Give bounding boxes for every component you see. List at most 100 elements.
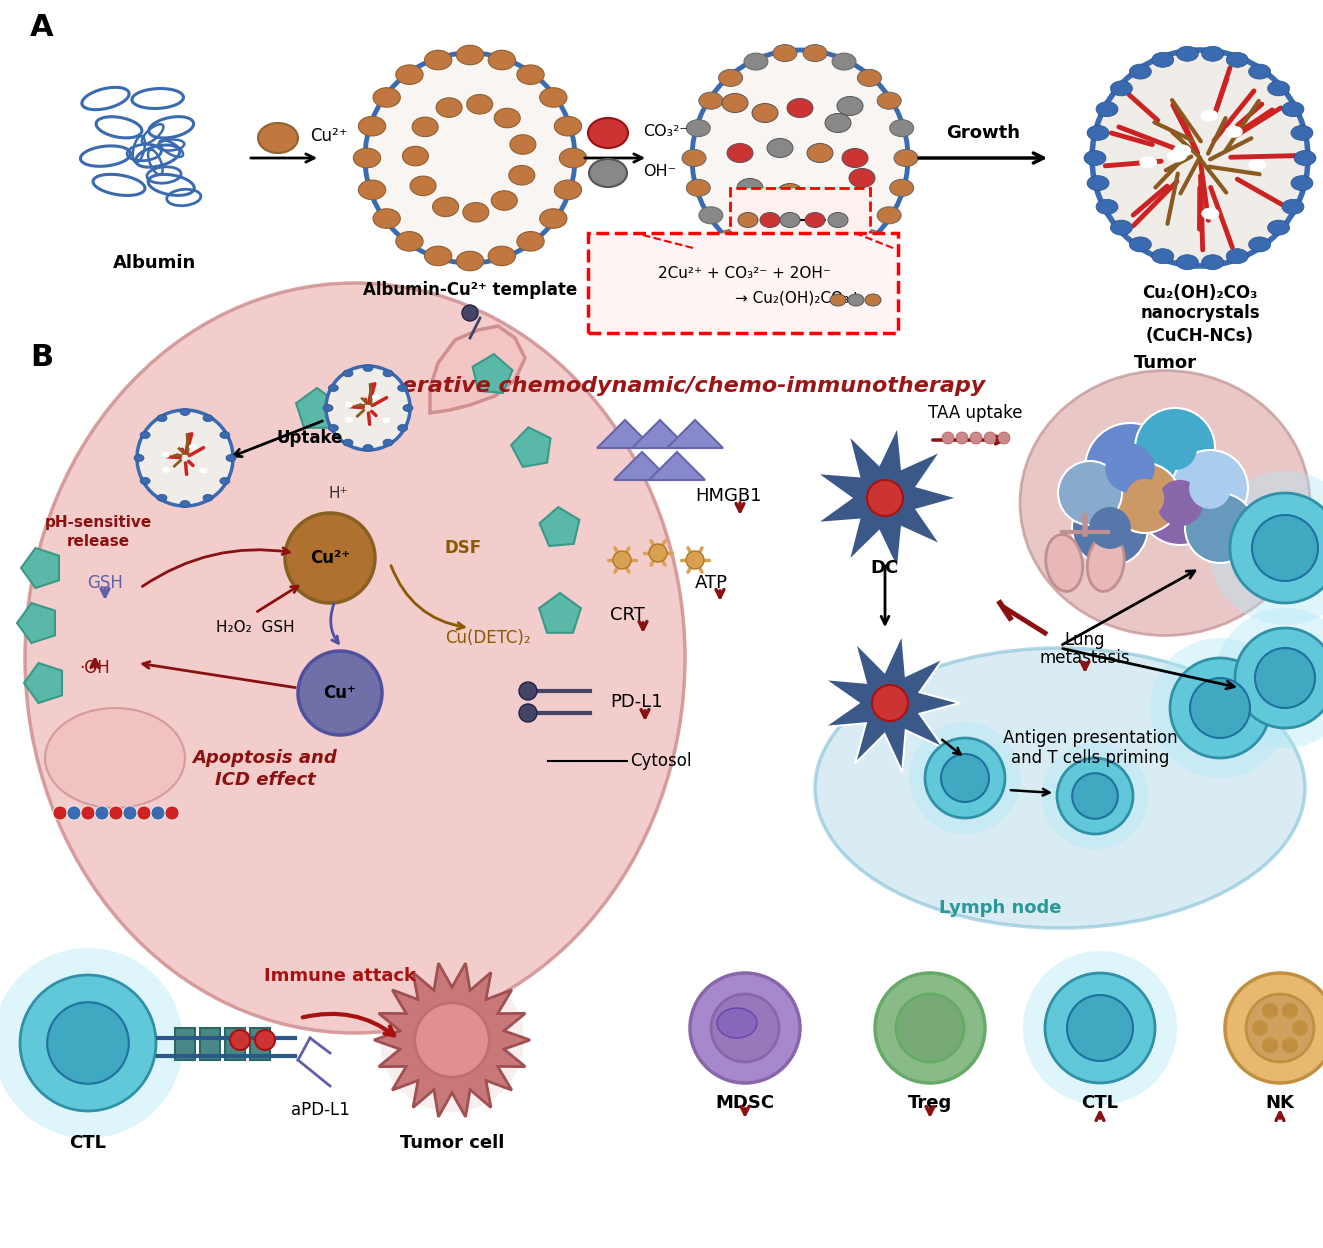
Ellipse shape xyxy=(828,212,848,227)
Circle shape xyxy=(942,432,954,444)
Ellipse shape xyxy=(1294,151,1316,166)
Ellipse shape xyxy=(744,246,767,263)
Ellipse shape xyxy=(687,120,710,136)
Ellipse shape xyxy=(857,230,881,247)
Ellipse shape xyxy=(1226,248,1248,263)
Ellipse shape xyxy=(396,232,423,251)
Text: Tumor cell: Tumor cell xyxy=(400,1134,504,1152)
Polygon shape xyxy=(650,452,705,480)
Text: A: A xyxy=(30,14,54,42)
Ellipse shape xyxy=(202,494,213,502)
Circle shape xyxy=(365,52,576,263)
Ellipse shape xyxy=(382,439,393,446)
Circle shape xyxy=(1225,973,1323,1083)
Ellipse shape xyxy=(488,50,516,70)
Circle shape xyxy=(298,651,382,735)
Ellipse shape xyxy=(359,180,386,200)
Circle shape xyxy=(1262,1002,1278,1018)
Polygon shape xyxy=(296,388,337,428)
Circle shape xyxy=(165,806,179,820)
Circle shape xyxy=(20,975,156,1111)
Text: release: release xyxy=(66,534,130,549)
Ellipse shape xyxy=(220,432,230,438)
Circle shape xyxy=(650,544,667,562)
Circle shape xyxy=(1256,648,1315,708)
Ellipse shape xyxy=(1130,237,1151,252)
Ellipse shape xyxy=(1249,237,1270,252)
Ellipse shape xyxy=(1201,46,1224,61)
Ellipse shape xyxy=(161,467,169,473)
Ellipse shape xyxy=(45,708,185,807)
Circle shape xyxy=(1073,475,1107,510)
Ellipse shape xyxy=(363,444,373,452)
Ellipse shape xyxy=(1020,371,1310,635)
Ellipse shape xyxy=(1201,207,1220,220)
Ellipse shape xyxy=(889,120,914,136)
Ellipse shape xyxy=(491,191,517,210)
Ellipse shape xyxy=(410,176,437,196)
Circle shape xyxy=(1023,951,1177,1104)
Text: Lymph node: Lymph node xyxy=(939,899,1061,917)
Circle shape xyxy=(284,513,374,603)
Ellipse shape xyxy=(134,454,144,462)
Text: ICD effect: ICD effect xyxy=(214,771,315,789)
Ellipse shape xyxy=(1174,145,1191,156)
Text: Uptake: Uptake xyxy=(277,429,343,447)
Ellipse shape xyxy=(722,94,747,112)
Ellipse shape xyxy=(757,213,783,232)
Text: CRT: CRT xyxy=(610,607,644,624)
Circle shape xyxy=(1138,461,1222,545)
Circle shape xyxy=(1262,1037,1278,1053)
Ellipse shape xyxy=(1152,52,1174,67)
Ellipse shape xyxy=(1291,125,1312,140)
Ellipse shape xyxy=(759,212,781,227)
Ellipse shape xyxy=(1088,125,1109,140)
Ellipse shape xyxy=(382,369,393,377)
Ellipse shape xyxy=(1095,200,1118,215)
Polygon shape xyxy=(374,963,531,1117)
Circle shape xyxy=(957,432,968,444)
Ellipse shape xyxy=(396,65,423,85)
Ellipse shape xyxy=(220,478,230,484)
Ellipse shape xyxy=(841,203,868,222)
Circle shape xyxy=(1282,1002,1298,1018)
Circle shape xyxy=(872,685,908,721)
Circle shape xyxy=(1215,608,1323,748)
Circle shape xyxy=(138,806,151,820)
Ellipse shape xyxy=(202,414,213,422)
Circle shape xyxy=(1150,638,1290,778)
Text: and T cells priming: and T cells priming xyxy=(1011,749,1170,768)
Ellipse shape xyxy=(1088,176,1109,191)
Ellipse shape xyxy=(1267,220,1290,235)
Polygon shape xyxy=(538,593,581,633)
Polygon shape xyxy=(824,634,960,773)
Ellipse shape xyxy=(398,424,407,432)
Circle shape xyxy=(896,993,964,1062)
Circle shape xyxy=(998,432,1009,444)
Ellipse shape xyxy=(1267,81,1290,96)
Ellipse shape xyxy=(517,65,544,85)
Circle shape xyxy=(1170,658,1270,758)
Ellipse shape xyxy=(803,255,827,271)
Ellipse shape xyxy=(200,468,208,473)
Text: HMGB1: HMGB1 xyxy=(695,487,762,505)
Bar xyxy=(587,233,898,333)
Circle shape xyxy=(1234,628,1323,728)
Ellipse shape xyxy=(382,418,390,423)
Text: Apoptosis and: Apoptosis and xyxy=(193,749,337,768)
Circle shape xyxy=(1230,493,1323,603)
Ellipse shape xyxy=(587,119,628,149)
Ellipse shape xyxy=(180,408,191,416)
Bar xyxy=(730,188,871,248)
Ellipse shape xyxy=(1249,64,1270,79)
Text: Lung: Lung xyxy=(1065,631,1105,649)
Circle shape xyxy=(1154,426,1197,470)
Circle shape xyxy=(1135,408,1215,488)
Circle shape xyxy=(1110,463,1180,533)
Circle shape xyxy=(1252,515,1318,582)
Circle shape xyxy=(53,806,67,820)
Ellipse shape xyxy=(343,439,353,446)
Ellipse shape xyxy=(767,139,792,157)
Circle shape xyxy=(123,806,138,820)
Circle shape xyxy=(1293,1020,1308,1036)
